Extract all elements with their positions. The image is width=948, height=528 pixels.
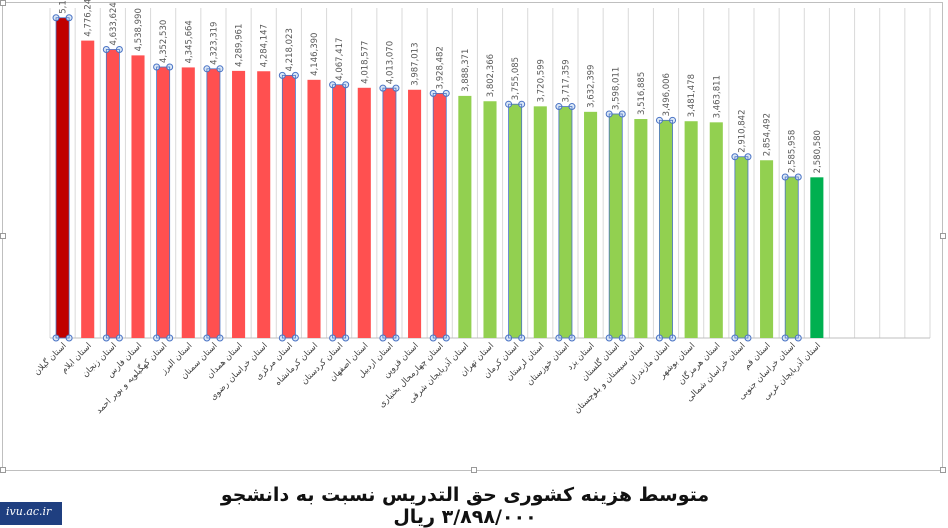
data-label: 4,013,070 — [385, 41, 395, 84]
bar[interactable] — [156, 66, 170, 339]
resize-handle-right[interactable] — [940, 233, 946, 239]
bar[interactable] — [206, 68, 220, 339]
data-label: 2,580,580 — [813, 130, 823, 173]
bar[interactable] — [458, 95, 472, 338]
selection-outline — [332, 84, 347, 339]
selection-outline — [508, 103, 523, 339]
bar[interactable] — [181, 67, 195, 338]
bar[interactable] — [232, 70, 246, 338]
data-label: 3,496,006 — [662, 73, 672, 116]
bar[interactable] — [282, 75, 296, 338]
data-label: 3,481,478 — [687, 74, 697, 117]
bar[interactable] — [684, 121, 698, 338]
data-label: 4,018,577 — [360, 41, 370, 84]
bar[interactable] — [332, 84, 346, 339]
selection-outline — [382, 87, 397, 339]
bar[interactable] — [483, 101, 497, 339]
data-label: 3,987,013 — [411, 42, 421, 85]
selection-outline — [55, 17, 70, 339]
data-label: 2,585,958 — [788, 130, 798, 173]
bar[interactable] — [433, 93, 447, 339]
data-label: 4,345,664 — [184, 20, 194, 63]
selection-outline — [659, 119, 673, 339]
selection-outline — [105, 49, 120, 339]
bar[interactable] — [408, 89, 422, 339]
data-label: 2,854,492 — [763, 113, 773, 156]
bar[interactable] — [785, 176, 799, 338]
data-label: 4,323,319 — [209, 22, 219, 65]
bar[interactable] — [734, 156, 748, 338]
selection-outline — [784, 176, 799, 339]
data-label: 3,888,371 — [461, 49, 471, 92]
selection-outline — [432, 92, 447, 339]
data-label: 3,598,011 — [612, 67, 622, 110]
data-label: 3,516,885 — [637, 72, 647, 115]
selection-outline — [156, 66, 171, 339]
data-label: 3,755,085 — [511, 57, 521, 100]
footer-title: متوسط هزینه کشوری حق التدریس نسبت به دان… — [220, 484, 710, 528]
data-label: 4,284,147 — [260, 24, 270, 67]
data-label: 4,067,417 — [335, 37, 345, 80]
bar[interactable] — [382, 88, 396, 338]
logo-text: ivu.ac.ir — [6, 505, 52, 518]
data-label: 4,352,530 — [159, 20, 169, 63]
data-label: 3,632,399 — [587, 65, 597, 108]
site-logo[interactable]: ivu.ac.ir — [0, 502, 62, 525]
bar[interactable] — [508, 104, 522, 339]
data-label: 3,802,366 — [486, 54, 496, 97]
bar[interactable] — [584, 111, 598, 338]
data-label: 4,538,990 — [134, 8, 144, 51]
data-label: 4,218,023 — [285, 28, 295, 71]
bar[interactable] — [810, 177, 824, 338]
bar[interactable] — [609, 113, 623, 338]
resize-handle-bottom[interactable] — [471, 467, 477, 473]
selection-outline — [558, 106, 573, 339]
data-label: 3,463,811 — [712, 75, 722, 118]
bar[interactable] — [709, 122, 723, 338]
bar[interactable] — [357, 87, 371, 338]
selection-outline — [281, 74, 296, 339]
selection-outline — [608, 113, 623, 339]
bar[interactable] — [131, 55, 145, 339]
bar[interactable] — [307, 79, 321, 338]
bar[interactable] — [659, 120, 673, 338]
resize-handle-bottom-left[interactable] — [0, 467, 6, 473]
bar[interactable] — [634, 119, 648, 338]
data-label: 3,928,482 — [436, 46, 446, 89]
bar[interactable] — [533, 106, 547, 339]
data-label: 4,289,961 — [235, 24, 245, 67]
data-label: 4,146,390 — [310, 33, 320, 76]
resize-handle-bottom-right[interactable] — [940, 467, 946, 473]
bar[interactable] — [81, 40, 95, 339]
data-label: 3,717,359 — [561, 59, 571, 102]
selection-outline — [734, 156, 749, 339]
bar[interactable] — [106, 49, 120, 339]
resize-handle-top-left[interactable] — [0, 0, 6, 6]
data-label: 3,720,599 — [536, 59, 546, 102]
bar[interactable] — [257, 71, 271, 338]
resize-handle-left[interactable] — [0, 233, 6, 239]
selection-outline — [206, 68, 221, 339]
bar[interactable] — [760, 160, 774, 338]
data-label: 4,776,246 — [84, 0, 94, 37]
data-label: 4,633,624 — [109, 2, 119, 45]
data-label: 5,143,318 — [59, 0, 69, 14]
data-label: 2,910,842 — [737, 109, 747, 152]
bar[interactable] — [56, 17, 70, 338]
bar[interactable] — [558, 106, 572, 338]
